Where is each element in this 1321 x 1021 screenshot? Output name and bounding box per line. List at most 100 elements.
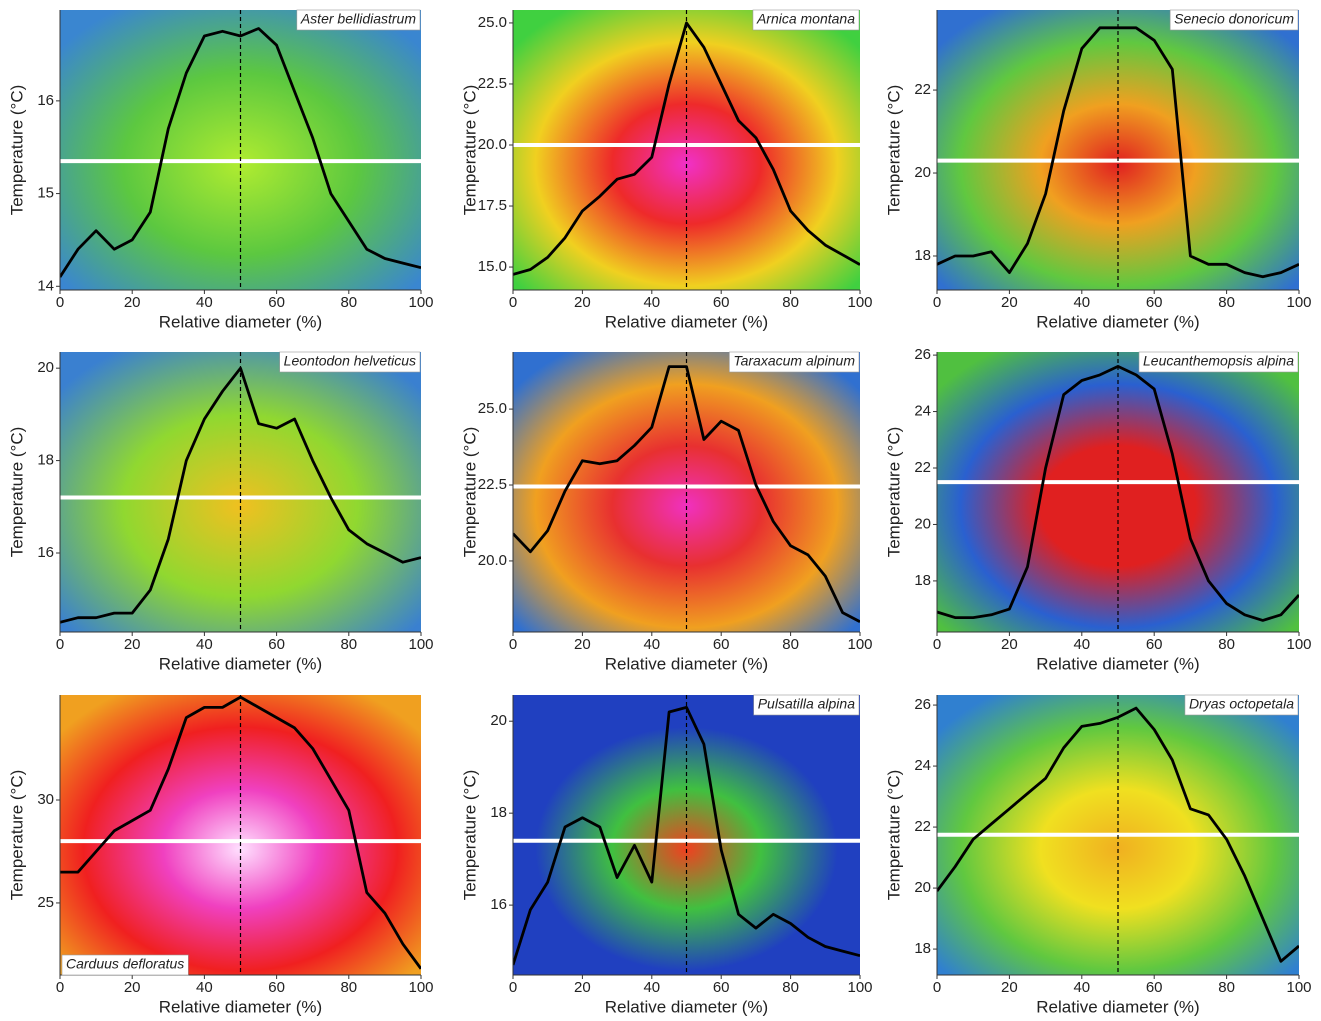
y-tick-label: 14 [37,277,54,294]
x-tick-label: 40 [1073,294,1090,311]
species-label: Taraxacum alpinum [733,353,855,369]
panel: 0 20 40 60 80 100 25 30 Relative diameter (%) Tem… [7,695,433,1016]
species-label: Pulsatilla alpina [758,696,855,712]
y-tick-label: 18 [490,804,507,821]
x-tick-label: 60 [713,979,730,996]
x-tick-label: 20 [124,979,141,996]
y-tick-label: 20 [490,712,507,729]
x-tick-label: 0 [933,979,941,996]
x-tick-label: 100 [1286,636,1311,653]
x-axis-title: Relative diameter (%) [159,654,322,673]
y-tick-label: 22.5 [478,476,507,493]
x-tick-label: 20 [124,636,141,653]
x-tick-label: 80 [782,979,799,996]
x-tick-label: 20 [574,979,591,996]
y-tick-label: 18 [914,247,931,264]
y-tick-label: 20 [914,515,931,532]
x-tick-label: 80 [782,636,799,653]
x-tick-label: 20 [124,294,141,311]
y-axis-title: Temperature (°C) [460,427,479,558]
x-axis-title: Relative diameter (%) [159,312,322,331]
panel: 02040608010020.022.525.0Relative diamete… [460,352,872,673]
y-tick-label: 15 [37,185,54,202]
y-tick-label: 18 [37,452,54,469]
x-tick-label: 60 [268,979,285,996]
x-tick-label: 40 [643,636,660,653]
x-tick-label: 80 [1218,294,1235,311]
x-tick-label: 0 [509,979,517,996]
x-tick-label: 80 [340,636,357,653]
x-tick-label: 0 [56,979,64,996]
y-tick-label: 26 [914,696,931,713]
x-tick-label: 60 [1146,636,1163,653]
x-tick-label: 80 [340,979,357,996]
x-tick-label: 40 [643,979,660,996]
y-tick-label: 20.0 [478,552,507,569]
x-tick-label: 60 [713,636,730,653]
x-tick-label: 80 [340,294,357,311]
x-tick-label: 0 [509,294,517,311]
x-tick-label: 40 [196,294,213,311]
y-tick-label: 16 [37,92,54,109]
species-label: Carduus defloratus [66,956,184,972]
x-tick-label: 60 [1146,979,1163,996]
x-tick-label: 60 [268,636,285,653]
panel: 020406080100161820Relative diameter (%)T… [7,352,433,673]
x-axis-title: Relative diameter (%) [1036,654,1199,673]
figure: 0 20 40 60 80 100 14 15 16 Relative diameter (%) T… [0,0,1321,1021]
y-tick-label: 24 [914,757,931,774]
x-tick-label: 100 [847,636,872,653]
y-tick-label: 22 [914,81,931,98]
x-tick-label: 0 [56,636,64,653]
y-tick-label: 18 [914,572,931,589]
y-tick-label: 25 [37,894,54,911]
x-tick-label: 0 [56,294,64,311]
x-axis-title: Relative diameter (%) [605,654,768,673]
y-tick-label: 25.0 [478,400,507,417]
x-tick-label: 100 [847,979,872,996]
x-axis-title: Relative diameter (%) [605,312,768,331]
y-tick-label: 22.5 [478,75,507,92]
x-tick-label: 80 [782,294,799,311]
x-tick-label: 40 [1073,636,1090,653]
y-tick-label: 20 [914,879,931,896]
y-tick-label: 20.0 [478,136,507,153]
y-axis-title: Temperature (°C) [7,85,26,216]
x-axis-title: Relative diameter (%) [1036,997,1199,1016]
x-tick-label: 0 [933,636,941,653]
panel: 02040608010015.017.520.022.525.0Relative… [460,10,872,331]
x-axis-title: Relative diameter (%) [1036,312,1199,331]
x-axis-title: Relative diameter (%) [159,997,322,1016]
y-tick-label: 18 [914,940,931,957]
x-tick-label: 40 [196,636,213,653]
y-axis-title: Temperature (°C) [7,427,26,558]
x-tick-label: 40 [1073,979,1090,996]
x-tick-label: 100 [1286,979,1311,996]
y-axis-title: Temperature (°C) [884,427,903,558]
x-tick-label: 40 [643,294,660,311]
x-tick-label: 0 [933,294,941,311]
species-label: Dryas octopetala [1189,696,1294,712]
x-tick-label: 100 [1286,294,1311,311]
x-tick-label: 20 [1001,636,1018,653]
y-tick-label: 22 [914,818,931,835]
y-tick-label: 15.0 [478,258,507,275]
y-tick-label: 30 [37,791,54,808]
y-axis-title: Temperature (°C) [7,770,26,901]
y-tick-label: 17.5 [478,197,507,214]
x-tick-label: 60 [713,294,730,311]
species-label: Arnica montana [756,11,855,27]
x-tick-label: 100 [408,636,433,653]
y-tick-label: 20 [914,164,931,181]
x-axis-title: Relative diameter (%) [605,997,768,1016]
x-tick-label: 60 [268,294,285,311]
x-tick-label: 80 [1218,979,1235,996]
x-tick-label: 60 [1146,294,1163,311]
x-tick-label: 100 [408,979,433,996]
y-tick-label: 26 [914,346,931,363]
x-tick-label: 40 [196,979,213,996]
x-tick-label: 80 [1218,636,1235,653]
